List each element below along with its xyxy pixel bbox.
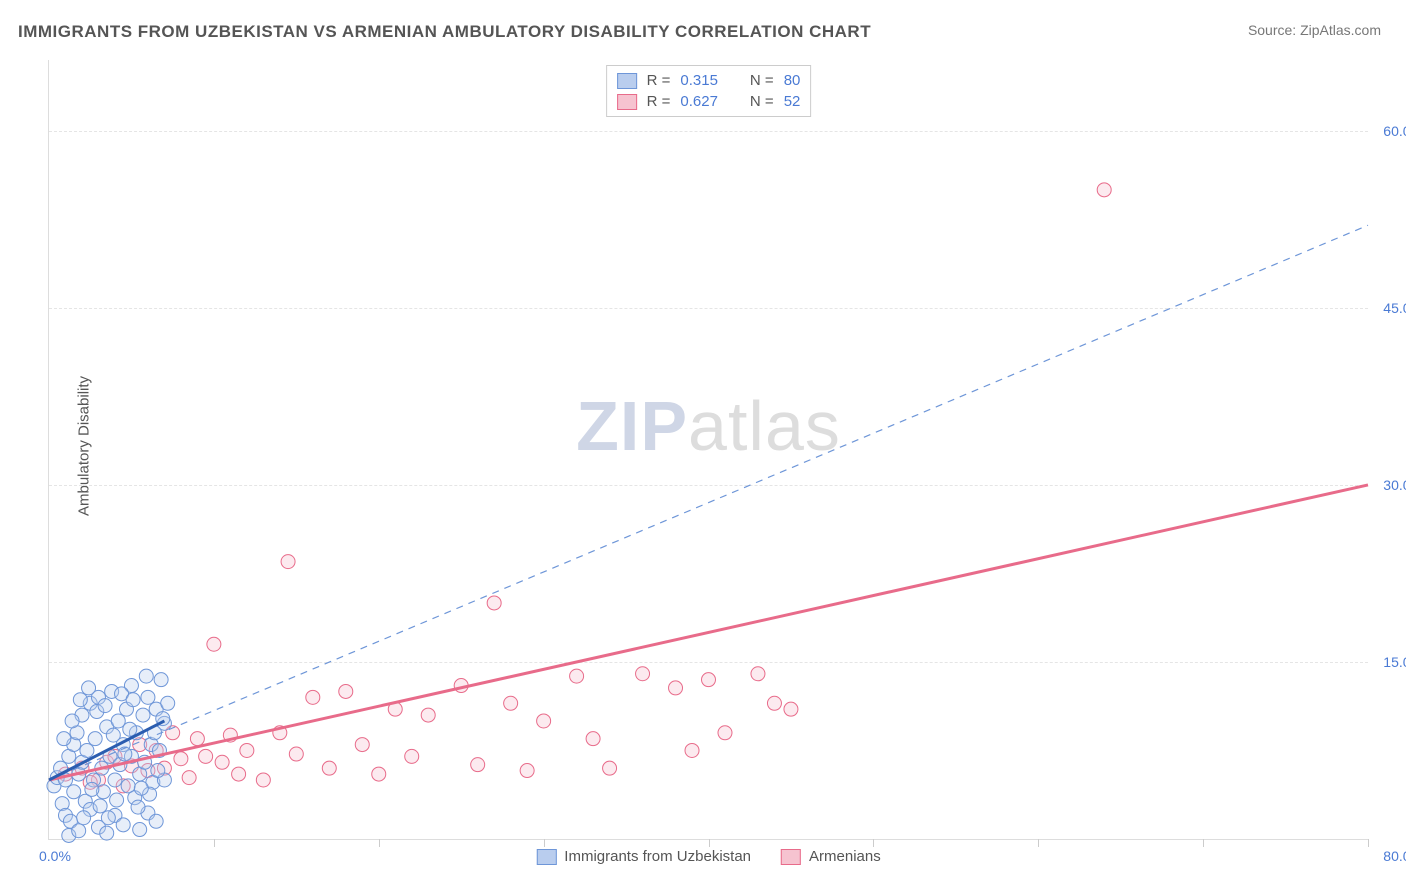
- data-point: [586, 732, 600, 746]
- data-point: [77, 811, 91, 825]
- data-point: [751, 667, 765, 681]
- data-point: [100, 826, 114, 840]
- x-tick: [873, 839, 874, 847]
- data-point: [136, 708, 150, 722]
- data-point: [154, 673, 168, 687]
- data-point: [141, 690, 155, 704]
- source-name: ZipAtlas.com: [1300, 22, 1381, 38]
- data-point: [685, 743, 699, 757]
- x-tick: [214, 839, 215, 847]
- data-point: [106, 728, 120, 742]
- swatch-bottom-1: [781, 849, 801, 865]
- data-point: [702, 673, 716, 687]
- data-point: [67, 785, 81, 799]
- x-max-label: 80.0%: [1383, 848, 1406, 864]
- data-point: [718, 726, 732, 740]
- legend-bottom-label-1: Armenians: [809, 848, 881, 865]
- data-point: [471, 758, 485, 772]
- data-point: [80, 743, 94, 757]
- data-point: [98, 699, 112, 713]
- y-tick-label: 45.0%: [1383, 300, 1406, 316]
- data-point: [116, 818, 130, 832]
- data-point: [207, 637, 221, 651]
- plot-frame: ZIPatlas 15.0%30.0%45.0%60.0% 0.0% 80.0%…: [48, 60, 1368, 840]
- data-point: [161, 696, 175, 710]
- data-point: [669, 681, 683, 695]
- trend-line: [49, 225, 1368, 780]
- data-point: [101, 811, 115, 825]
- data-point: [372, 767, 386, 781]
- legend-bottom: Immigrants from Uzbekistan Armenians: [536, 848, 880, 865]
- data-point: [133, 823, 147, 837]
- legend-bottom-item-0: Immigrants from Uzbekistan: [536, 848, 751, 865]
- x-origin-label: 0.0%: [39, 848, 71, 864]
- data-point: [149, 814, 163, 828]
- data-point: [199, 749, 213, 763]
- data-point: [139, 669, 153, 683]
- data-point: [126, 693, 140, 707]
- data-point: [123, 722, 137, 736]
- data-point: [190, 732, 204, 746]
- data-point: [784, 702, 798, 716]
- y-tick-label: 60.0%: [1383, 123, 1406, 139]
- data-point: [85, 782, 99, 796]
- x-tick: [544, 839, 545, 847]
- data-point: [339, 684, 353, 698]
- data-point: [174, 752, 188, 766]
- data-point: [182, 771, 196, 785]
- data-point: [636, 667, 650, 681]
- data-point: [93, 799, 107, 813]
- y-tick-label: 15.0%: [1383, 654, 1406, 670]
- data-point: [256, 773, 270, 787]
- data-point: [281, 555, 295, 569]
- data-point: [570, 669, 584, 683]
- data-point: [355, 738, 369, 752]
- data-point: [134, 781, 148, 795]
- data-point: [232, 767, 246, 781]
- data-point: [504, 696, 518, 710]
- data-point: [306, 690, 320, 704]
- data-point: [57, 732, 71, 746]
- x-tick: [1368, 839, 1369, 847]
- x-tick: [1203, 839, 1204, 847]
- data-point: [240, 743, 254, 757]
- y-tick-label: 30.0%: [1383, 477, 1406, 493]
- trend-line: [49, 485, 1368, 780]
- data-point: [537, 714, 551, 728]
- legend-bottom-item-1: Armenians: [781, 848, 881, 865]
- x-tick: [1038, 839, 1039, 847]
- data-point: [767, 696, 781, 710]
- data-point: [118, 747, 132, 761]
- swatch-bottom-0: [536, 849, 556, 865]
- data-point: [520, 764, 534, 778]
- data-point: [131, 800, 145, 814]
- chart-title: IMMIGRANTS FROM UZBEKISTAN VS ARMENIAN A…: [18, 22, 871, 42]
- data-point: [487, 596, 501, 610]
- legend-bottom-label-0: Immigrants from Uzbekistan: [564, 848, 751, 865]
- data-point: [1097, 183, 1111, 197]
- data-point: [421, 708, 435, 722]
- scatter-plot: [49, 60, 1368, 839]
- data-point: [110, 793, 124, 807]
- source-prefix: Source:: [1248, 22, 1300, 38]
- data-point: [603, 761, 617, 775]
- x-tick: [709, 839, 710, 847]
- data-point: [65, 714, 79, 728]
- source-attribution: Source: ZipAtlas.com: [1248, 22, 1381, 38]
- data-point: [151, 764, 165, 778]
- data-point: [289, 747, 303, 761]
- data-point: [73, 693, 87, 707]
- x-tick: [379, 839, 380, 847]
- data-point: [72, 824, 86, 838]
- data-point: [82, 681, 96, 695]
- data-point: [405, 749, 419, 763]
- data-point: [215, 755, 229, 769]
- data-point: [108, 773, 122, 787]
- data-point: [322, 761, 336, 775]
- data-point: [88, 732, 102, 746]
